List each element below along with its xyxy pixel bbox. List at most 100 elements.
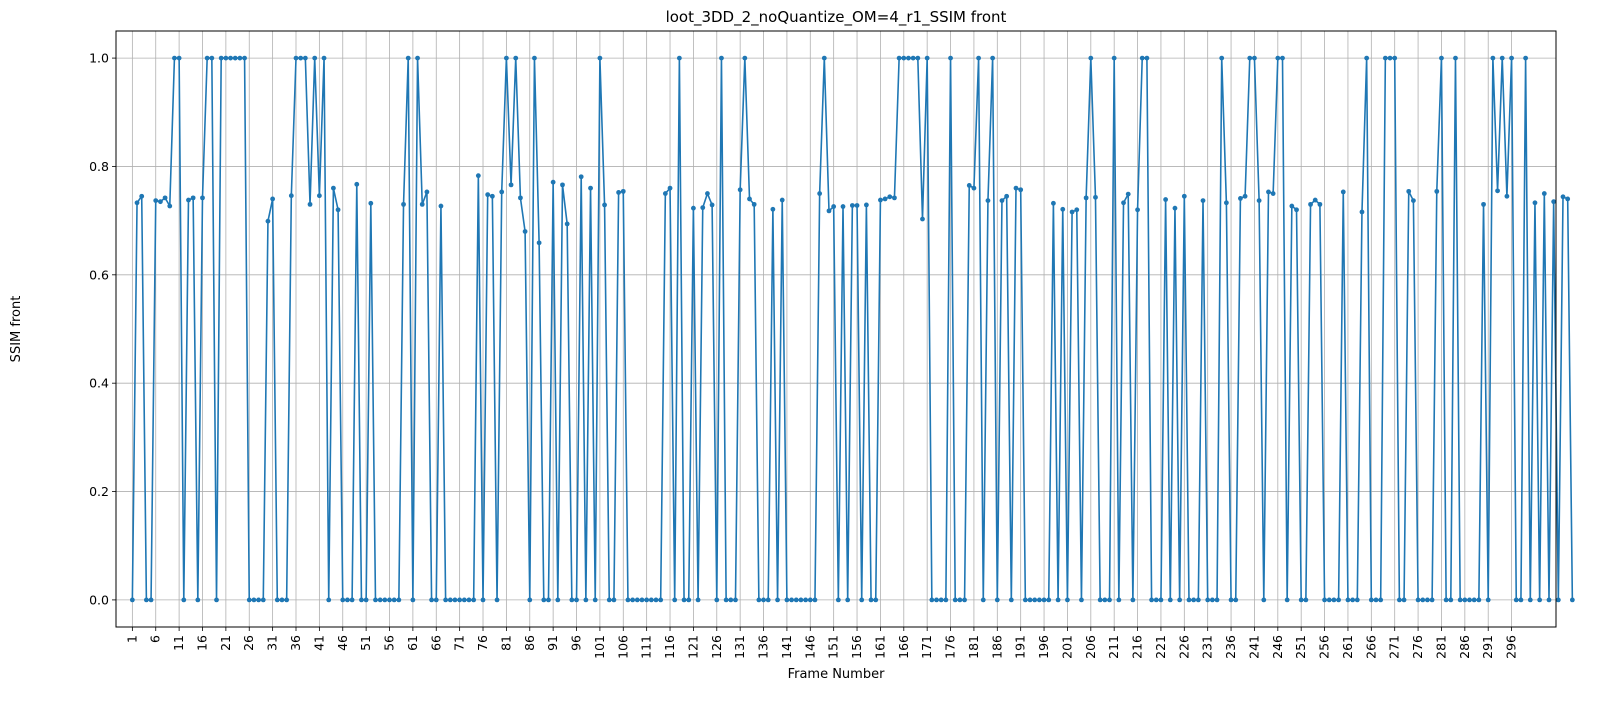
data-point	[1195, 597, 1201, 603]
data-point	[1083, 195, 1089, 201]
x-tick-label: 236	[1223, 635, 1238, 659]
data-point	[1387, 55, 1393, 61]
series-line-layer	[131, 57, 1574, 601]
data-point	[1228, 597, 1234, 603]
data-point	[1527, 597, 1533, 603]
data-point	[452, 597, 458, 603]
data-point	[1308, 201, 1313, 207]
data-point	[892, 195, 897, 201]
data-point	[868, 597, 874, 603]
data-point	[1214, 597, 1220, 603]
data-point	[1298, 597, 1304, 603]
data-point	[592, 597, 598, 603]
x-tick-label: 201	[1059, 635, 1074, 659]
data-point	[1471, 597, 1477, 603]
data-point	[1022, 597, 1028, 603]
chart-title: loot_3DD_2_noQuantize_OM=4_r1_SSIM front	[666, 8, 1007, 27]
data-point	[1565, 196, 1571, 202]
x-tick-label: 56	[382, 635, 397, 651]
data-point	[784, 597, 790, 603]
data-point	[1032, 597, 1038, 603]
x-tick-label: 66	[428, 635, 443, 651]
x-tick-label: 146	[802, 635, 817, 659]
data-point	[1247, 55, 1253, 61]
x-tick-label: 291	[1480, 635, 1495, 659]
data-point	[1425, 597, 1430, 603]
x-tick-label: 271	[1387, 635, 1402, 659]
data-point	[541, 597, 547, 603]
data-point	[1069, 209, 1075, 215]
data-point	[499, 189, 505, 195]
data-point	[331, 185, 336, 191]
data-point	[924, 55, 930, 61]
data-point	[1116, 597, 1122, 603]
x-tick-label: 41	[311, 635, 326, 651]
data-point	[270, 196, 276, 202]
data-point	[840, 204, 846, 209]
data-point	[910, 55, 916, 61]
x-tick-label: 191	[1013, 635, 1028, 659]
data-point	[1359, 209, 1365, 215]
x-tick-label: 296	[1504, 635, 1519, 659]
x-tick-label: 231	[1200, 635, 1215, 659]
data-point	[1485, 597, 1491, 603]
data-point	[971, 185, 977, 191]
data-point	[1392, 55, 1398, 61]
data-point	[527, 597, 533, 603]
data-point	[770, 206, 776, 212]
data-point	[321, 55, 327, 61]
data-point	[1546, 597, 1552, 603]
data-point	[812, 597, 818, 603]
data-point	[761, 597, 766, 603]
data-point	[1270, 191, 1276, 196]
data-point	[957, 597, 963, 603]
data-point	[1551, 199, 1557, 205]
x-tick-label: 86	[522, 635, 537, 651]
data-point	[1186, 597, 1192, 603]
data-point	[1102, 597, 1108, 603]
data-point	[1448, 597, 1454, 603]
x-tick-label: 206	[1083, 635, 1098, 659]
data-point	[1088, 55, 1094, 61]
x-tick-label: 106	[615, 635, 630, 659]
data-point	[1130, 597, 1136, 603]
x-tick-label: 21	[218, 635, 233, 651]
data-point	[513, 55, 519, 61]
data-point	[625, 597, 631, 603]
x-tick-label: 11	[171, 635, 186, 651]
x-tick-label: 141	[779, 635, 794, 659]
data-point	[1373, 597, 1379, 603]
x-tick-label: 241	[1246, 635, 1261, 659]
data-point	[457, 597, 463, 603]
data-point	[326, 597, 332, 603]
data-point	[775, 597, 780, 603]
data-point	[831, 204, 837, 209]
data-point	[1256, 198, 1262, 203]
data-point	[260, 597, 266, 603]
data-point	[415, 55, 420, 61]
data-point	[1205, 597, 1211, 603]
data-point	[274, 597, 280, 603]
data-point	[798, 597, 804, 603]
data-point	[223, 55, 229, 61]
data-point	[634, 597, 640, 603]
data-point	[564, 221, 570, 227]
data-point	[705, 191, 710, 196]
data-point	[1149, 597, 1154, 603]
data-point	[242, 55, 247, 61]
data-point	[1284, 597, 1290, 603]
data-point	[461, 597, 467, 603]
data-point	[1541, 191, 1547, 196]
x-tick-label: 276	[1410, 635, 1425, 659]
data-point	[368, 200, 374, 206]
data-point	[1453, 55, 1458, 61]
data-point	[162, 195, 168, 201]
data-point	[359, 597, 364, 603]
data-point	[143, 597, 149, 603]
data-point	[1509, 55, 1514, 61]
data-point	[906, 55, 911, 61]
data-point	[1462, 597, 1468, 603]
data-point	[1429, 597, 1435, 603]
data-point	[1163, 197, 1169, 202]
data-point	[882, 196, 888, 202]
